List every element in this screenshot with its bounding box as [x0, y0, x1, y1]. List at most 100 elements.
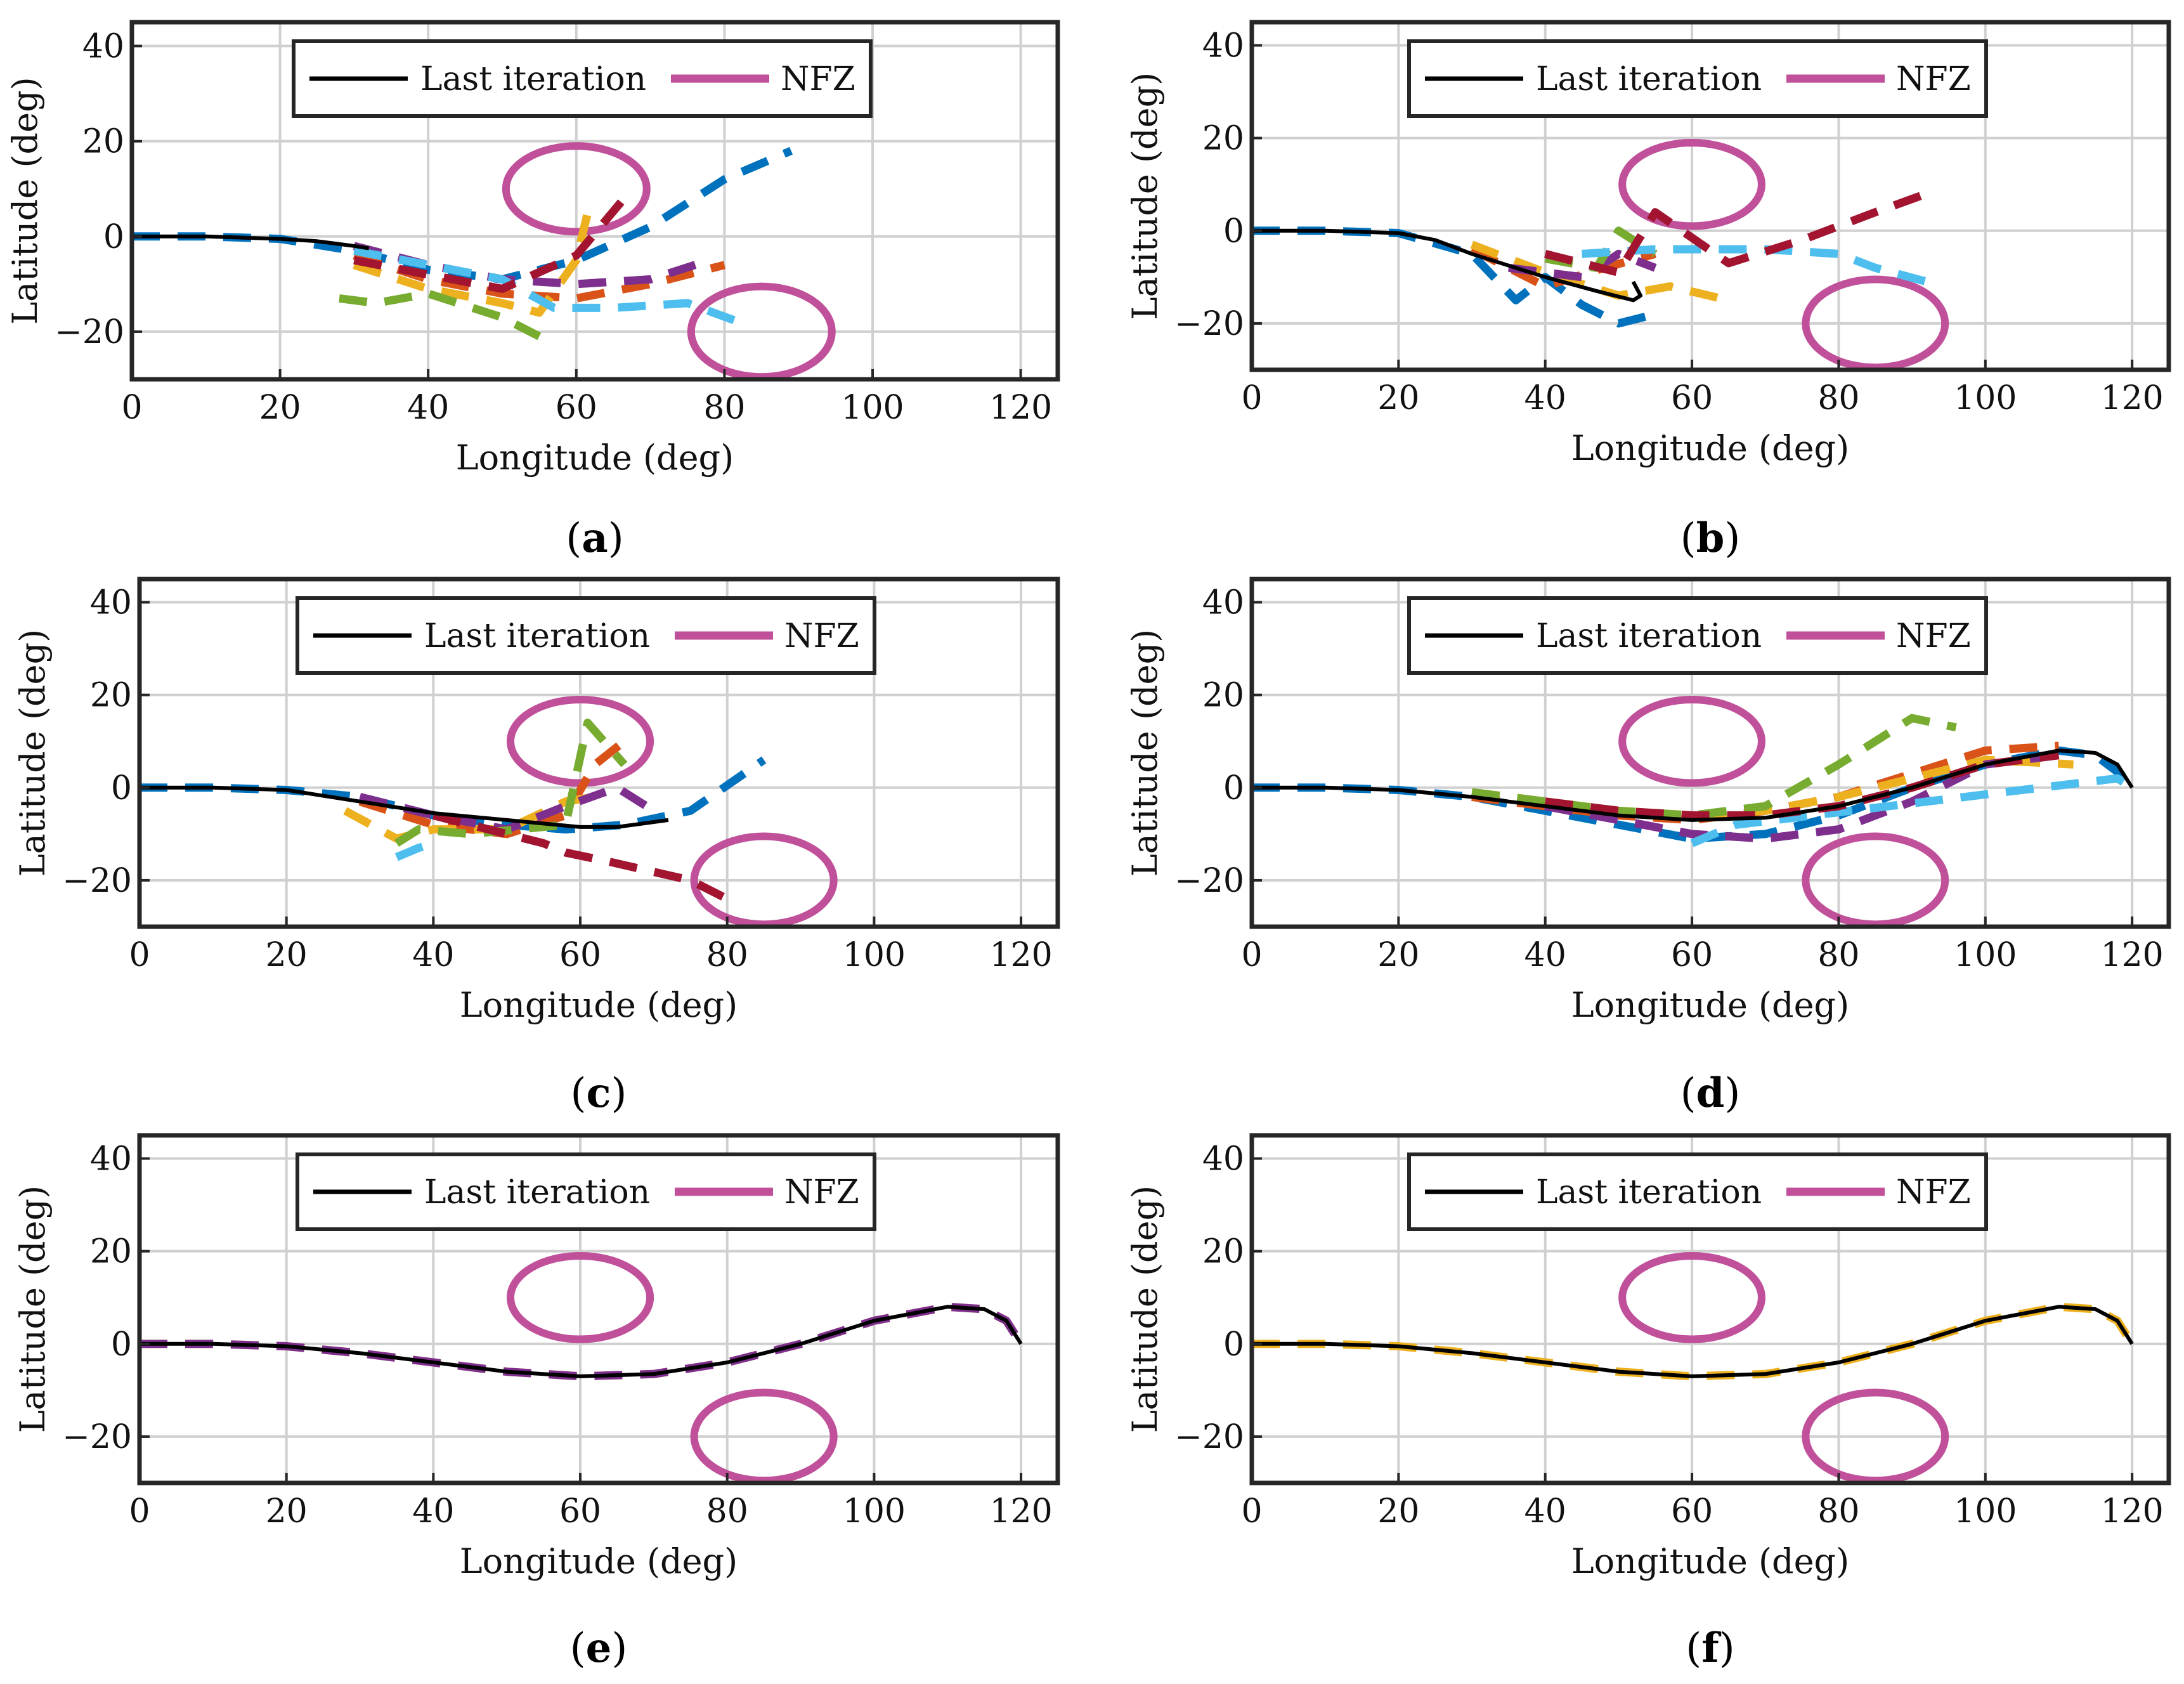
x-tick-label: 120: [2101, 379, 2164, 417]
iteration-series-it5: [339, 289, 542, 341]
x-tick-label: 40: [412, 936, 454, 974]
last-iteration-line: [140, 1305, 1023, 1378]
legend: Last iteration NFZ: [1407, 39, 1988, 118]
y-tick-label: 20: [90, 1233, 132, 1271]
x-tick-label: 20: [259, 389, 301, 427]
legend-label-last-iteration: Last iteration: [1536, 1173, 1762, 1211]
legend-label-last-iteration: Last iteration: [1536, 617, 1762, 655]
legend: Last iteration NFZ: [1407, 596, 1988, 675]
legend-label-nfz: NFZ: [781, 60, 855, 98]
legend-label-nfz: NFZ: [1896, 617, 1971, 655]
nfz-ellipse-2: [690, 832, 838, 927]
x-tick-label: 0: [1241, 1492, 1262, 1531]
iteration-series-it3: [353, 197, 595, 317]
x-tick-label: 100: [1954, 379, 2017, 417]
y-tick-label: 40: [82, 28, 124, 66]
last-iteration-line: [1252, 1305, 2134, 1378]
last-iteration-line: [132, 234, 370, 251]
x-tick-label: 100: [843, 936, 906, 974]
x-axis-label: Longitude (deg): [1571, 428, 1849, 468]
x-tick-label: 20: [266, 936, 308, 974]
x-tick-label: 120: [989, 1492, 1052, 1531]
nfz-ellipse-1: [1618, 695, 1765, 787]
panel-caption-a: (a): [566, 514, 623, 562]
x-tick-label: 20: [1377, 1492, 1419, 1531]
x-tick-label: 80: [703, 389, 745, 427]
series-layer: [1252, 138, 1949, 370]
x-tick-label: 20: [1377, 379, 1419, 417]
iteration-series-it7: [353, 191, 632, 293]
x-axis-label: Longitude (deg): [1571, 985, 1849, 1025]
series-layer: [140, 695, 838, 927]
series-layer: [140, 1251, 1025, 1483]
iteration-series-it6: [1582, 245, 1928, 286]
y-tick-label: 20: [1202, 1233, 1244, 1271]
x-tick-label: 100: [841, 389, 904, 427]
legend: Last iteration NFZ: [292, 39, 873, 118]
x-tick-label: 0: [129, 936, 150, 974]
x-tick-label: 100: [1954, 1492, 2017, 1531]
y-tick-label: −20: [62, 1418, 132, 1456]
iteration-series-it6: [1690, 774, 2135, 847]
y-tick-label: 0: [1223, 212, 1244, 251]
nfz-ellipse-1: [1618, 138, 1765, 230]
axes-frame: [137, 577, 1060, 929]
y-tick-label: 40: [1202, 584, 1244, 622]
y-tick-label: 20: [90, 677, 132, 715]
nfz-ellipse-1: [502, 142, 651, 236]
y-tick-label: 40: [90, 1140, 132, 1178]
y-tick-label: 20: [1202, 120, 1244, 158]
panel-caption-d: (d): [1680, 1069, 1741, 1117]
x-tick-label: 60: [556, 389, 597, 427]
axes-frame: [137, 1133, 1060, 1485]
series-layer: [1252, 1251, 2136, 1483]
y-axis-label: Latitude (deg): [13, 629, 53, 877]
panel-caption-e: (e): [570, 1624, 628, 1672]
legend-label-nfz: NFZ: [1896, 60, 1971, 98]
axes-frame: [1249, 1133, 2171, 1485]
x-axis-label: Longitude (deg): [456, 438, 734, 478]
nfz-ellipse-2: [687, 282, 836, 379]
x-tick-label: 40: [407, 389, 449, 427]
nfz-ellipse-2: [1802, 275, 1949, 370]
x-tick-label: 0: [121, 389, 142, 427]
nfz-ellipse-2: [1802, 832, 1949, 927]
x-tick-label: 0: [1241, 379, 1262, 417]
legend: Last iteration NFZ: [296, 1152, 876, 1231]
iteration-series-it6: [353, 246, 741, 327]
axes-frame: [129, 20, 1060, 382]
legend: Last iteration NFZ: [296, 596, 876, 675]
x-tick-label: 80: [1817, 379, 1859, 417]
x-tick-label: 80: [1817, 1492, 1859, 1531]
x-tick-label: 40: [1524, 936, 1566, 974]
nfz-ellipse-2: [1802, 1388, 1949, 1483]
x-tick-label: 80: [1817, 936, 1859, 974]
legend-label-nfz: NFZ: [1896, 1173, 1971, 1211]
nfz-ellipse-2: [690, 1388, 838, 1483]
last-iteration-line: [1252, 748, 2134, 822]
y-axis-label: Latitude (deg): [13, 1185, 53, 1433]
y-tick-label: 0: [103, 218, 124, 256]
iteration-series-it7: [432, 811, 729, 903]
axes-frame: [1249, 20, 2171, 372]
x-axis-label: Longitude (deg): [1571, 1541, 1849, 1581]
x-tick-label: 80: [706, 1492, 748, 1531]
y-tick-label: 0: [1223, 1326, 1244, 1364]
nfz-ellipse-1: [1618, 1251, 1765, 1343]
y-axis-label: Latitude (deg): [5, 77, 45, 324]
y-tick-label: −20: [55, 313, 124, 351]
legend-label-last-iteration: Last iteration: [1536, 60, 1762, 98]
y-tick-label: 20: [82, 123, 124, 161]
panel-caption-c: (c): [571, 1069, 627, 1117]
x-tick-label: 100: [1954, 936, 2017, 974]
x-tick-label: 60: [1671, 936, 1713, 974]
iteration-series-it5: [394, 719, 628, 847]
x-tick-label: 120: [2101, 1492, 2164, 1531]
